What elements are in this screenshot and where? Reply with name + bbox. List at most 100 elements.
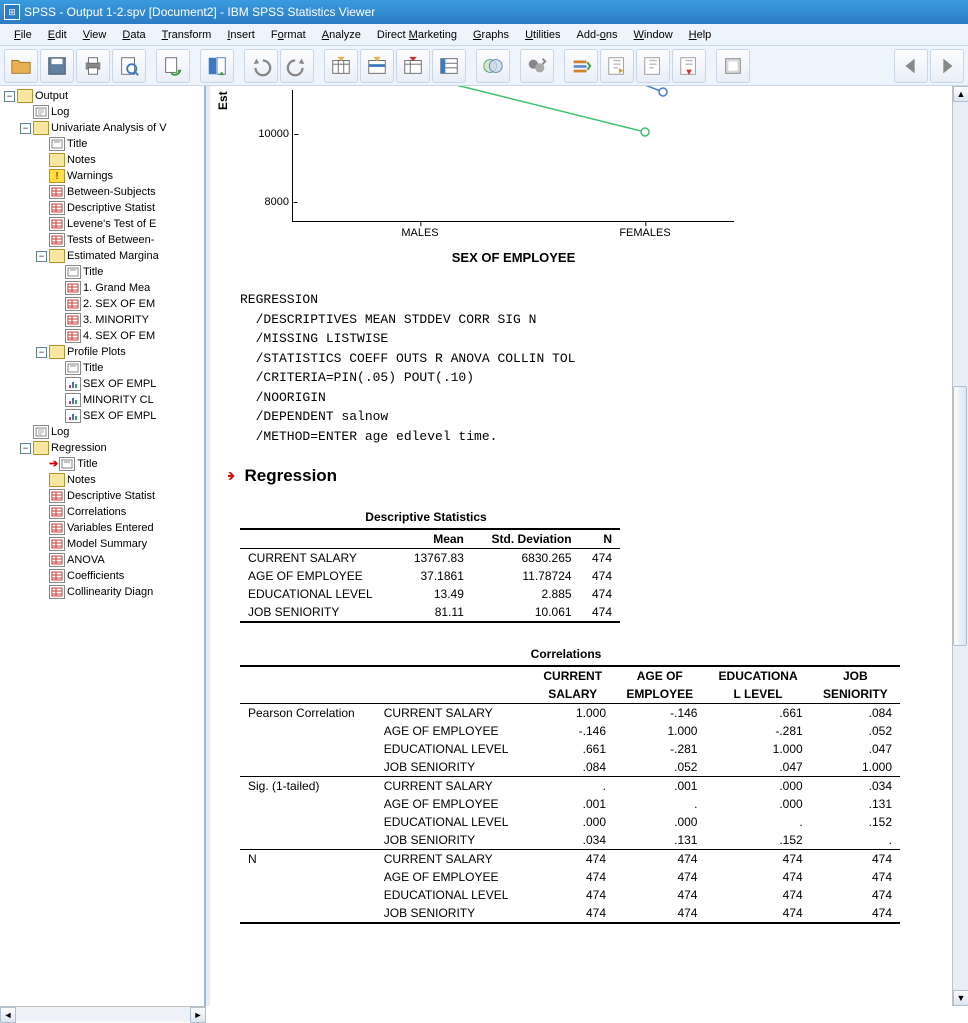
- tree-node[interactable]: Correlations: [2, 504, 204, 520]
- tree-hscrollbar[interactable]: ◄ ►: [0, 1006, 206, 1022]
- menu-help[interactable]: Help: [681, 27, 720, 43]
- cell: 474: [614, 904, 705, 923]
- chart-icon: [65, 393, 81, 407]
- tree-node[interactable]: SEX OF EMPL: [2, 376, 204, 392]
- tree-node[interactable]: −Estimated Margina: [2, 248, 204, 264]
- redo-button[interactable]: [280, 49, 314, 83]
- scroll-down-button[interactable]: ▼: [953, 990, 968, 1006]
- menu-graphs[interactable]: Graphs: [465, 27, 517, 43]
- outline-tree[interactable]: −OutputLog−Univariate Analysis of VTitle…: [0, 86, 206, 1006]
- tree-node[interactable]: Variables Entered: [2, 520, 204, 536]
- menu-view[interactable]: View: [75, 27, 115, 43]
- menu-transform[interactable]: Transform: [154, 27, 220, 43]
- tree-node[interactable]: Log: [2, 104, 204, 120]
- tree-node[interactable]: Descriptive Statist: [2, 200, 204, 216]
- tree-node[interactable]: ➔Title: [2, 456, 204, 472]
- tree-node[interactable]: Tests of Between-: [2, 232, 204, 248]
- tree-toggle[interactable]: −: [20, 443, 31, 454]
- tree-node[interactable]: Between-Subjects: [2, 184, 204, 200]
- content-vscrollbar[interactable]: ▲ ▼: [952, 86, 968, 1006]
- tree-toggle[interactable]: −: [4, 91, 15, 102]
- note-icon: [49, 473, 65, 487]
- log-icon: [33, 425, 49, 439]
- tree-toggle[interactable]: −: [36, 347, 47, 358]
- tree-label: 1. Grand Mea: [83, 281, 150, 296]
- menu-utilities[interactable]: Utilities: [517, 27, 568, 43]
- tree-node[interactable]: Descriptive Statist: [2, 488, 204, 504]
- menu-file[interactable]: File: [6, 27, 40, 43]
- tree-toggle[interactable]: −: [20, 123, 31, 134]
- menu-data[interactable]: Data: [114, 27, 153, 43]
- tree-node[interactable]: Log: [2, 424, 204, 440]
- nav-back-button[interactable]: [894, 49, 928, 83]
- menu-direct-marketing[interactable]: Direct Marketing: [369, 27, 465, 43]
- variables-button[interactable]: [432, 49, 466, 83]
- tree-node[interactable]: Title: [2, 136, 204, 152]
- dialog-recall-button[interactable]: [200, 49, 234, 83]
- tree-node[interactable]: −Profile Plots: [2, 344, 204, 360]
- menu-format[interactable]: Format: [263, 27, 314, 43]
- fold-icon: [49, 345, 65, 359]
- menu-analyze[interactable]: Analyze: [314, 27, 369, 43]
- tree-node[interactable]: Collinearity Diagn: [2, 584, 204, 600]
- tree-node[interactable]: Coefficients: [2, 568, 204, 584]
- tree-node[interactable]: SEX OF EMPL: [2, 408, 204, 424]
- menubar: FileEditViewDataTransformInsertFormatAna…: [0, 24, 968, 46]
- tree-node[interactable]: ANOVA: [2, 552, 204, 568]
- nav-fwd-button[interactable]: [930, 49, 964, 83]
- tree-node[interactable]: 3. MINORITY: [2, 312, 204, 328]
- tree-node[interactable]: −Regression: [2, 440, 204, 456]
- tree-node[interactable]: Title: [2, 264, 204, 280]
- tree-node[interactable]: Model Summary: [2, 536, 204, 552]
- tree-toggle[interactable]: −: [36, 251, 47, 262]
- tree-node[interactable]: −Univariate Analysis of V: [2, 120, 204, 136]
- group-label: Pearson Correlation: [240, 704, 376, 777]
- tree-node[interactable]: 1. Grand Mea: [2, 280, 204, 296]
- tree-node[interactable]: Title: [2, 360, 204, 376]
- scroll-up-button[interactable]: ▲: [953, 86, 968, 102]
- output-viewer[interactable]: Est 800010000MALESFEMALESSEX OF EMPLOYEE…: [206, 86, 968, 1006]
- menu-add-ons[interactable]: Add-ons: [569, 27, 626, 43]
- desc-table-title: Descriptive Statistics: [236, 510, 616, 524]
- cell: 474: [811, 868, 900, 886]
- export-button[interactable]: [156, 49, 190, 83]
- close-item-button[interactable]: [716, 49, 750, 83]
- tree-node[interactable]: −Output: [2, 88, 204, 104]
- tree-node[interactable]: !Warnings: [2, 168, 204, 184]
- insert-button[interactable]: [520, 49, 554, 83]
- select-button[interactable]: [476, 49, 510, 83]
- tree-node[interactable]: Levene's Test of E: [2, 216, 204, 232]
- menu-insert[interactable]: Insert: [219, 27, 263, 43]
- tree-label: Descriptive Statist: [67, 201, 155, 216]
- cell: -.146: [531, 722, 614, 740]
- demote-button[interactable]: [636, 49, 670, 83]
- undo-button[interactable]: [244, 49, 278, 83]
- print-button[interactable]: [76, 49, 110, 83]
- tree-label: Descriptive Statist: [67, 489, 155, 504]
- open-button[interactable]: [4, 49, 38, 83]
- ttl-icon: [65, 361, 81, 375]
- goto-var-button[interactable]: [396, 49, 430, 83]
- tbl-icon: [49, 537, 65, 551]
- preview-button[interactable]: [112, 49, 146, 83]
- goto-case-button[interactable]: [360, 49, 394, 83]
- goto-data-button[interactable]: [324, 49, 358, 83]
- save-button[interactable]: [40, 49, 74, 83]
- scroll-thumb[interactable]: [953, 386, 967, 646]
- tree-node[interactable]: MINORITY CL: [2, 392, 204, 408]
- menu-window[interactable]: Window: [626, 27, 681, 43]
- cell: .: [811, 831, 900, 850]
- promote-button[interactable]: [600, 49, 634, 83]
- scroll-left-button[interactable]: ◄: [0, 1007, 16, 1023]
- ttl-icon: [65, 265, 81, 279]
- tree-node[interactable]: 2. SEX OF EM: [2, 296, 204, 312]
- tree-node[interactable]: Notes: [2, 152, 204, 168]
- cell: .001: [614, 777, 705, 796]
- menu-edit[interactable]: Edit: [40, 27, 75, 43]
- cell: JOB SENIORITY: [376, 758, 532, 777]
- designate-button[interactable]: [672, 49, 706, 83]
- tree-node[interactable]: Notes: [2, 472, 204, 488]
- scroll-right-button[interactable]: ►: [190, 1007, 206, 1023]
- tree-node[interactable]: 4. SEX OF EM: [2, 328, 204, 344]
- show-hide-button[interactable]: [564, 49, 598, 83]
